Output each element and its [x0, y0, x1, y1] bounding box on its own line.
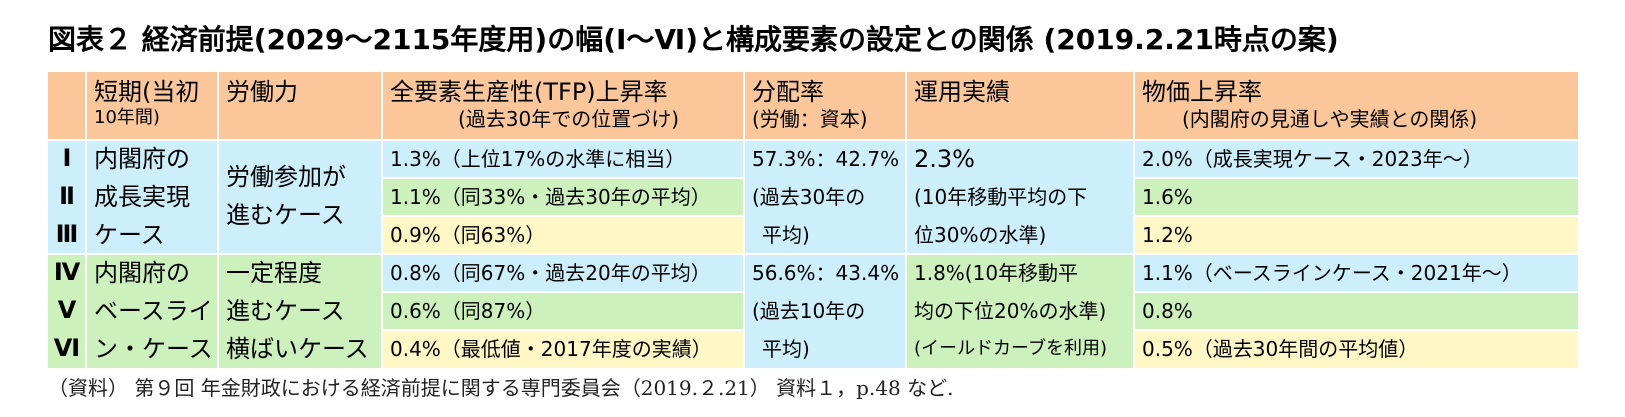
- header-labor: 労働力: [218, 72, 382, 140]
- inflation-row-2: 1.6%: [1134, 178, 1578, 216]
- inflation-row-5: 0.8%: [1134, 292, 1578, 330]
- tfp-row-3: 0.9%（同63%）: [382, 216, 744, 254]
- grid-hline: [48, 253, 1578, 255]
- labor-group1-line2: 進むケース: [226, 201, 345, 229]
- short-term-baseline-line1: 内閣府の: [94, 259, 190, 287]
- inflation-row-4: 1.1%（ベースラインケース・2021年～）: [1134, 254, 1578, 292]
- roman-group1-bg: [48, 140, 86, 254]
- header-tfp-line1: 全要素生産性(TFP)上昇率: [390, 78, 668, 106]
- row-label-2: Ⅱ: [59, 182, 75, 210]
- distribution-group1-line2: (過去30年の: [752, 185, 866, 209]
- investment-group1-line2: (10年移動平均の下: [914, 185, 1088, 209]
- distribution-group1-line3: 平均): [762, 223, 810, 247]
- grid-vline: [381, 72, 383, 368]
- roman-group2-bg: [48, 254, 86, 368]
- grid-hline: [1134, 329, 1578, 331]
- tfp-row-6: 0.4%（最低値・2017年度の実績）: [382, 330, 744, 368]
- grid-vline: [217, 72, 219, 368]
- grid-vline: [1133, 72, 1135, 368]
- distribution-group1: 57.3%：42.7% (過去30年の 平均): [744, 140, 906, 254]
- labor-group2: 一定程度 進むケース 横ばいケース: [218, 254, 382, 368]
- distribution-group2-line2: (過去10年の: [752, 299, 866, 323]
- short-term-baseline-line3: ン・ケース: [94, 335, 213, 363]
- header-distribution: 分配率 (労働：資本): [744, 72, 906, 140]
- labor-group2-line2: 進むケース: [226, 297, 345, 325]
- investment-group2-line3: (イールドカーブを利用): [914, 338, 1107, 359]
- grid-hline: [1134, 291, 1578, 293]
- labor-group2-line3: 横ばいケース: [226, 335, 369, 363]
- grid-hline: [48, 139, 1578, 141]
- investment-group2: 1.8%(10年移動平 均の下位20%の水準) (イールドカーブを利用): [906, 254, 1134, 368]
- grid-vline: [743, 72, 745, 368]
- header-distribution-line2: (労働：資本): [752, 106, 868, 131]
- investment-group1-line1: 2.3%: [914, 145, 975, 173]
- header-inflation-line1: 物価上昇率: [1142, 78, 1262, 106]
- header-short-term: 短期(当初 10年間): [86, 72, 218, 140]
- labor-group2-line1: 一定程度: [226, 259, 322, 287]
- distribution-group2: 56.6%：43.4% (過去10年の 平均): [744, 254, 906, 368]
- distribution-group1-line1: 57.3%：42.7%: [752, 147, 900, 171]
- grid-hline: [382, 291, 744, 293]
- grid-hline: [382, 215, 744, 217]
- row-label-6: Ⅵ: [53, 334, 81, 362]
- short-term-growth-line3: ケース: [94, 221, 165, 249]
- header-investment: 運用実績: [906, 72, 1134, 140]
- short-term-baseline: 内閣府の ベースライ ン・ケース: [86, 254, 218, 368]
- tfp-row-5: 0.6%（同87%）: [382, 292, 744, 330]
- row-label-5: Ⅴ: [57, 296, 77, 324]
- grid-vline: [905, 72, 907, 368]
- inflation-row-6: 0.5%（過去30年間の平均値）: [1134, 330, 1578, 368]
- row-label-1: Ⅰ: [62, 144, 72, 172]
- header-corner: [48, 72, 86, 140]
- investment-group1-line3: 位30%の水準): [914, 223, 1047, 247]
- tfp-row-4: 0.8%（同67%・過去20年の平均）: [382, 254, 744, 292]
- assumptions-table: 短期(当初 10年間) 労働力 全要素生産性(TFP)上昇率 (過去30年での位…: [48, 72, 1578, 368]
- row-label-4: Ⅳ: [53, 258, 81, 286]
- labor-group1-line1: 労働参加が: [226, 163, 346, 191]
- tfp-row-1: 1.3%（上位17%の水準に相当）: [382, 140, 744, 178]
- grid-hline: [382, 329, 744, 331]
- grid-vline: [85, 72, 87, 368]
- page-title: 図表２ 経済前提(2029～2115年度用)の幅(Ⅰ～Ⅵ)と構成要素の設定との関…: [48, 23, 1339, 56]
- investment-group1: 2.3% (10年移動平均の下 位30%の水準): [906, 140, 1134, 254]
- grid-hline: [382, 177, 744, 179]
- investment-group2-line1: 1.8%(10年移動平: [914, 261, 1079, 285]
- header-tfp-line2: (過去30年での位置づけ): [458, 106, 680, 131]
- distribution-group2-line3: 平均): [762, 337, 810, 361]
- labor-group1: 労働参加が 進むケース: [218, 140, 382, 254]
- tfp-row-2: 1.1%（同33%・過去30年の平均）: [382, 178, 744, 216]
- short-term-growth-line2: 成長実現: [94, 183, 190, 211]
- inflation-row-3: 1.2%: [1134, 216, 1578, 254]
- distribution-group2-line1: 56.6%：43.4%: [752, 261, 900, 285]
- source-note: （資料） 第９回 年金財政における経済前提に関する専門委員会（2019.２.21…: [48, 376, 954, 400]
- short-term-growth-line1: 内閣府の: [94, 145, 190, 173]
- row-label-3: Ⅲ: [55, 220, 79, 248]
- investment-group2-line2: 均の下位20%の水準): [914, 299, 1107, 323]
- header-distribution-line1: 分配率: [752, 78, 824, 106]
- inflation-row-1: 2.0%（成長実現ケース・2023年～）: [1134, 140, 1578, 178]
- grid-hline: [1134, 215, 1578, 217]
- short-term-baseline-line2: ベースライ: [94, 297, 213, 325]
- header-short-term-line1: 短期(当初: [94, 78, 200, 106]
- header-short-term-line2: 10年間): [94, 106, 160, 128]
- header-inflation-line2: (内閣府の見通しや実績との関係): [1182, 106, 1478, 131]
- header-inflation: 物価上昇率 (内閣府の見通しや実績との関係): [1134, 72, 1578, 140]
- short-term-growth: 内閣府の 成長実現 ケース: [86, 140, 218, 254]
- header-tfp: 全要素生産性(TFP)上昇率 (過去30年での位置づけ): [382, 72, 744, 140]
- grid-hline: [1134, 177, 1578, 179]
